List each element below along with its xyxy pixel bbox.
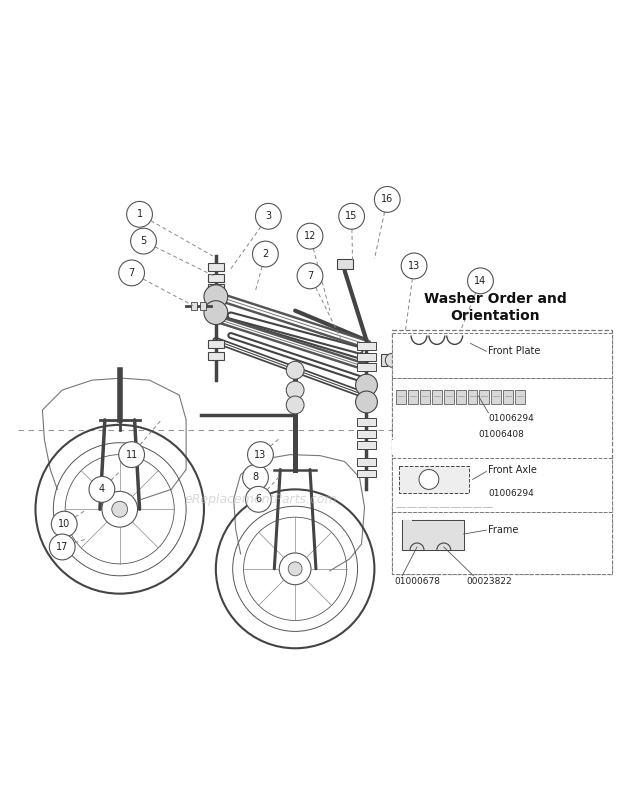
Circle shape (356, 375, 378, 396)
Text: 4: 4 (99, 484, 105, 494)
Bar (356, 469, 376, 477)
Circle shape (247, 442, 273, 468)
Bar (356, 441, 376, 448)
Polygon shape (402, 520, 464, 550)
Circle shape (410, 354, 424, 367)
Text: 15: 15 (345, 211, 358, 221)
Bar (208, 340, 224, 348)
Bar (356, 418, 376, 426)
Circle shape (286, 381, 304, 399)
Text: 13: 13 (408, 261, 420, 271)
Text: 01006294: 01006294 (489, 414, 534, 423)
Bar (356, 458, 376, 465)
Bar (392, 439, 613, 455)
Circle shape (374, 187, 400, 213)
Circle shape (204, 301, 228, 325)
Text: 5: 5 (140, 236, 147, 246)
Text: 3: 3 (265, 211, 272, 221)
Text: 01000678: 01000678 (394, 577, 440, 585)
Circle shape (286, 396, 304, 414)
Bar (420, 390, 430, 404)
Bar (392, 334, 613, 379)
Bar (408, 390, 418, 404)
Bar (191, 302, 197, 310)
Text: 17: 17 (56, 542, 68, 552)
Text: 14: 14 (474, 276, 487, 286)
Circle shape (131, 229, 156, 254)
Text: 00023822: 00023822 (467, 577, 512, 585)
Bar (392, 512, 613, 573)
Bar (399, 465, 469, 493)
Text: 6: 6 (255, 494, 262, 504)
Text: 7: 7 (307, 271, 313, 281)
Text: Frame: Frame (489, 525, 519, 535)
Circle shape (286, 361, 304, 379)
Text: 01006408: 01006408 (479, 430, 525, 439)
Bar (392, 458, 613, 512)
Bar (200, 302, 206, 310)
Circle shape (246, 486, 272, 512)
Bar (467, 390, 477, 404)
Text: Front Axle: Front Axle (489, 464, 538, 475)
Text: 11: 11 (125, 450, 138, 460)
Circle shape (398, 354, 412, 367)
Bar (356, 363, 376, 371)
Text: 10: 10 (58, 519, 70, 529)
Circle shape (297, 263, 323, 289)
Circle shape (467, 268, 494, 294)
Circle shape (385, 354, 399, 367)
Text: Front Plate: Front Plate (489, 346, 541, 356)
Text: 01006294: 01006294 (489, 489, 534, 498)
Circle shape (126, 201, 153, 227)
Text: 12: 12 (304, 231, 316, 241)
Bar (515, 390, 525, 404)
Circle shape (242, 464, 268, 490)
Circle shape (255, 204, 281, 229)
Bar (208, 263, 224, 271)
Bar (356, 354, 376, 361)
Bar (492, 390, 502, 404)
Circle shape (339, 204, 365, 229)
Bar (392, 379, 613, 439)
Text: 7: 7 (128, 268, 135, 278)
Bar (392, 330, 613, 573)
Circle shape (401, 253, 427, 279)
Bar (444, 390, 454, 404)
Text: 2: 2 (262, 249, 268, 259)
Text: 16: 16 (381, 194, 394, 205)
Bar (208, 274, 224, 282)
Bar (432, 390, 442, 404)
Circle shape (297, 223, 323, 249)
Bar (396, 390, 406, 404)
Bar (356, 342, 376, 350)
Text: 8: 8 (252, 472, 259, 483)
Text: Washer Order and: Washer Order and (424, 292, 567, 306)
Text: 1: 1 (136, 209, 143, 219)
Bar (337, 259, 353, 269)
Circle shape (50, 534, 75, 560)
Text: Orientation: Orientation (451, 309, 540, 322)
Bar (208, 284, 224, 292)
Text: eReplacementParts.com: eReplacementParts.com (184, 492, 337, 506)
Circle shape (112, 501, 128, 517)
Circle shape (419, 469, 439, 489)
Circle shape (89, 476, 115, 502)
Circle shape (356, 391, 378, 413)
Circle shape (118, 260, 144, 286)
Bar (356, 430, 376, 438)
Bar (444, 354, 449, 367)
Circle shape (51, 511, 77, 537)
Circle shape (252, 241, 278, 267)
Circle shape (204, 285, 228, 309)
Bar (208, 352, 224, 360)
Bar (479, 390, 489, 404)
Bar (381, 354, 388, 367)
Bar (503, 390, 513, 404)
Circle shape (118, 442, 144, 468)
Circle shape (288, 562, 302, 576)
Bar (456, 390, 466, 404)
Text: 13: 13 (254, 450, 267, 460)
